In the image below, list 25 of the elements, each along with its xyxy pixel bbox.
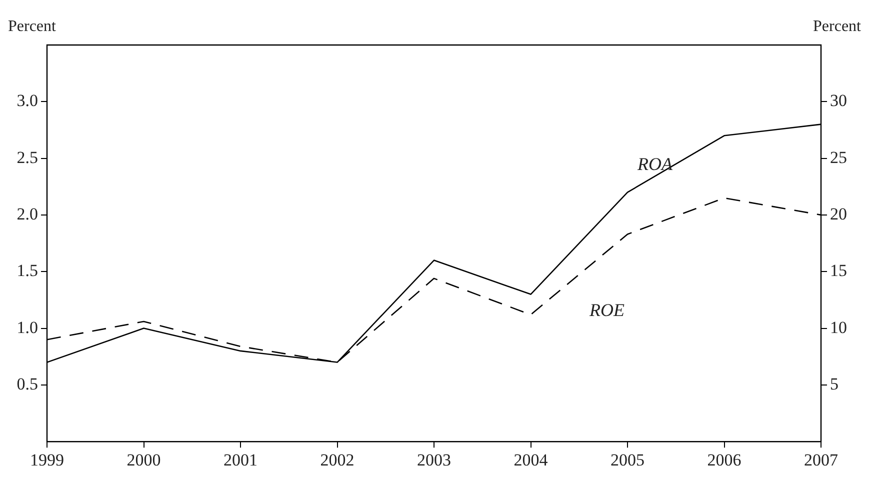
y2-tick-label: 25 [830, 148, 847, 167]
y-tick-label: 2.0 [16, 204, 38, 224]
y2-tick-label: 15 [830, 261, 847, 280]
y2-tick-label: 30 [830, 91, 847, 110]
x-tick-label: 2007 [804, 450, 838, 470]
y-tick-label: 3.0 [16, 91, 38, 110]
y-axis-title: Percent [8, 18, 57, 36]
y-tick-label: 1.0 [16, 318, 38, 337]
y2-tick-label: 5 [830, 374, 838, 394]
y-tick-label: 1.5 [16, 261, 38, 280]
x-tick-label: 2002 [320, 450, 354, 470]
x-tick-label: 2006 [707, 450, 742, 470]
y2-axis-title: Percent [813, 18, 862, 36]
x-tick-label: 2000 [126, 450, 161, 470]
x-tick-label: 2003 [417, 450, 451, 470]
y2-tick-label: 20 [830, 204, 847, 224]
x-tick-label: 2001 [224, 450, 258, 470]
y-tick-label: 0.5 [16, 374, 38, 394]
y2-tick-label: 10 [830, 318, 847, 337]
series-label: ROA [636, 154, 674, 174]
x-tick-label: 1999 [30, 450, 64, 470]
x-tick-label: 2005 [610, 450, 644, 470]
series-label: ROE [588, 300, 624, 320]
y-tick-label: 2.5 [16, 148, 38, 167]
x-tick-label: 2004 [514, 450, 548, 470]
